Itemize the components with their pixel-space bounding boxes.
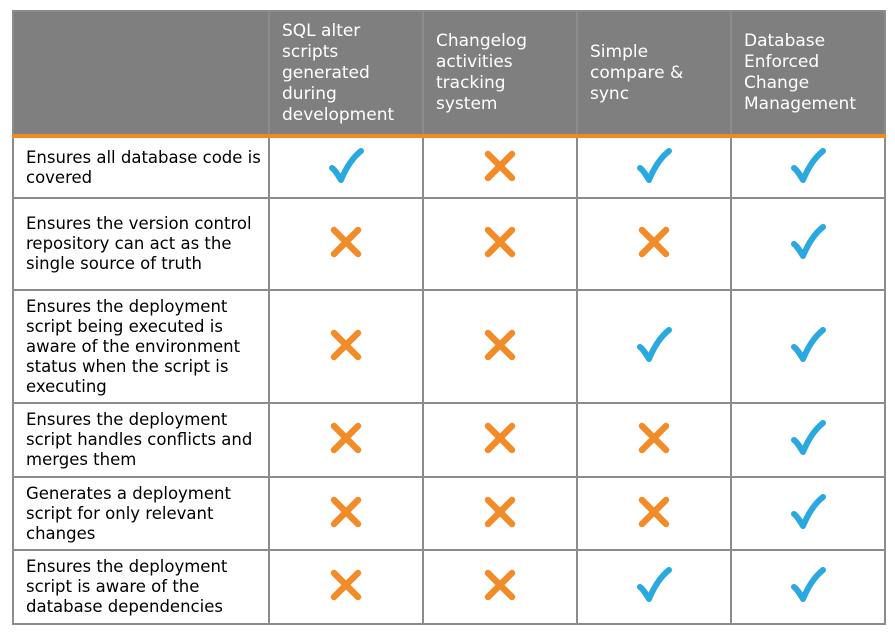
row-label: Ensures the version control repository c… — [12, 197, 270, 291]
header-row: SQL alter scripts generated during devel… — [12, 10, 886, 138]
mark-cell — [422, 402, 578, 478]
check-icon — [634, 325, 674, 365]
cross-icon — [326, 492, 366, 532]
mark-cell — [268, 476, 424, 551]
row-label: Ensures the deployment script being exec… — [12, 289, 270, 404]
check-icon — [788, 222, 828, 262]
mark-cell — [576, 289, 732, 404]
table-row: Ensures all database code is covered — [12, 135, 886, 199]
check-icon — [788, 492, 828, 532]
mark-cell — [576, 402, 732, 478]
cross-icon — [480, 565, 520, 605]
check-icon — [788, 418, 828, 458]
mark-cell — [422, 476, 578, 551]
table-row: Ensures the version control repository c… — [12, 197, 886, 291]
check-icon — [326, 146, 366, 186]
mark-cell — [730, 135, 886, 199]
mark-cell — [576, 549, 732, 625]
mark-cell — [422, 135, 578, 199]
header-corner-cell — [12, 10, 270, 138]
check-icon — [634, 565, 674, 605]
table-row: Ensures the deployment script handles co… — [12, 402, 886, 478]
cross-icon — [480, 325, 520, 365]
row-label: Ensures the deployment script handles co… — [12, 402, 270, 478]
cross-icon — [326, 565, 366, 605]
column-header: Database Enforced Change Management — [730, 10, 886, 138]
mark-cell — [730, 402, 886, 478]
column-header: Simple compare & sync — [576, 10, 732, 138]
comparison-table-container: SQL alter scripts generated during devel… — [12, 10, 886, 625]
mark-cell — [268, 549, 424, 625]
mark-cell — [422, 549, 578, 625]
mark-cell — [730, 549, 886, 625]
check-icon — [788, 146, 828, 186]
table-row: Generates a deployment script for only r… — [12, 476, 886, 551]
comparison-table: SQL alter scripts generated during devel… — [12, 10, 886, 625]
mark-cell — [422, 197, 578, 291]
mark-cell — [268, 135, 424, 199]
mark-cell — [268, 289, 424, 404]
cross-icon — [634, 418, 674, 458]
mark-cell — [268, 402, 424, 478]
mark-cell — [268, 197, 424, 291]
table-row: Ensures the deployment script is aware o… — [12, 549, 886, 625]
cross-icon — [480, 492, 520, 532]
mark-cell — [730, 289, 886, 404]
mark-cell — [576, 476, 732, 551]
row-label: Ensures all database code is covered — [12, 135, 270, 199]
cross-icon — [480, 222, 520, 262]
mark-cell — [730, 476, 886, 551]
mark-cell — [730, 197, 886, 291]
cross-icon — [634, 222, 674, 262]
cross-icon — [480, 146, 520, 186]
mark-cell — [576, 197, 732, 291]
check-icon — [634, 146, 674, 186]
cross-icon — [480, 418, 520, 458]
cross-icon — [326, 325, 366, 365]
row-label: Generates a deployment script for only r… — [12, 476, 270, 551]
cross-icon — [326, 222, 366, 262]
cross-icon — [326, 418, 366, 458]
row-label: Ensures the deployment script is aware o… — [12, 549, 270, 625]
mark-cell — [576, 135, 732, 199]
table-row: Ensures the deployment script being exec… — [12, 289, 886, 404]
column-header: SQL alter scripts generated during devel… — [268, 10, 424, 138]
check-icon — [788, 325, 828, 365]
check-icon — [788, 565, 828, 605]
column-header: Changelog activities tracking system — [422, 10, 578, 138]
cross-icon — [634, 492, 674, 532]
mark-cell — [422, 289, 578, 404]
